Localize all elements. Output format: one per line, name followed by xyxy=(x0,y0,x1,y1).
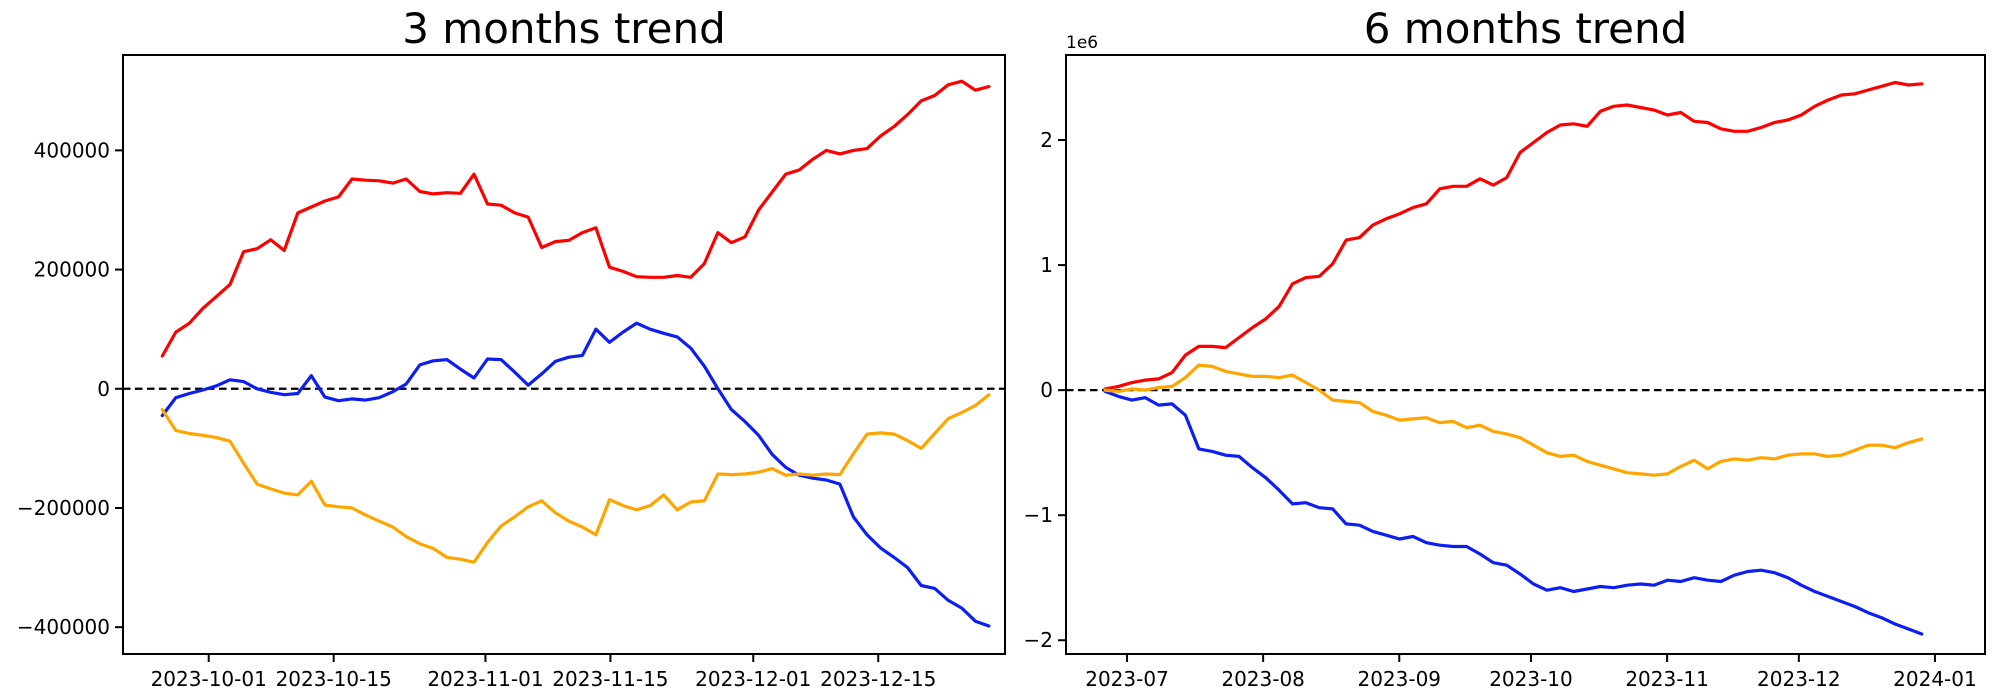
y-tick-label: 400000 xyxy=(34,138,110,162)
x-tick-label: 2023-10-15 xyxy=(276,667,392,691)
x-tick-label: 2023-11-01 xyxy=(427,667,543,691)
orange-series-line xyxy=(160,393,991,564)
x-tick-label: 2023-12-15 xyxy=(820,667,936,691)
red-series-line xyxy=(160,79,991,358)
y-tick-label: −200000 xyxy=(17,496,110,520)
x-tick-label: 2023-11-15 xyxy=(552,667,668,691)
y-tick-label: 2 xyxy=(1040,128,1053,152)
y-tick-label: −400000 xyxy=(17,615,110,639)
y-tick-label: 1 xyxy=(1040,253,1053,277)
chart-title-left: 3 months trend xyxy=(402,4,726,53)
x-tick-label: 2023-12 xyxy=(1757,667,1841,691)
blue-series-line xyxy=(1103,389,1924,636)
plot-border xyxy=(122,54,1006,655)
chart-right: 2023-07 2023-08 2023-09 2023-10 2023-11 2023-… xyxy=(1024,33,1986,691)
y-tick-label: 0 xyxy=(1040,378,1053,402)
chart-left: 2023-10-01 2023-10-15 2023-11-01 2023-11-15… xyxy=(17,54,1006,691)
red-series-line xyxy=(1103,80,1924,391)
x-tick-label: 2023-12-01 xyxy=(695,667,811,691)
y-tick-label: −1 xyxy=(1024,503,1053,527)
axis-offset-label: 1e6 xyxy=(1066,33,1098,53)
y-tick-label: −2 xyxy=(1024,628,1053,652)
orange-series-line xyxy=(1103,363,1924,477)
x-tick-label: 2023-07 xyxy=(1085,667,1169,691)
x-tick-label: 2023-08 xyxy=(1221,667,1305,691)
x-tick-label: 2023-11 xyxy=(1625,667,1709,691)
y-tick-label: 200000 xyxy=(34,258,110,282)
chart-title-right: 6 months trend xyxy=(1363,4,1688,53)
x-tick-label: 2023-10-01 xyxy=(151,667,267,691)
x-tick-label: 2023-10 xyxy=(1489,667,1573,691)
y-tick-label: 0 xyxy=(97,377,110,401)
x-tick-label: 2023-09 xyxy=(1357,667,1441,691)
blue-series-line xyxy=(160,321,991,628)
plot-border xyxy=(1065,54,1986,655)
x-tick-label: 2024-01 xyxy=(1893,667,1977,691)
